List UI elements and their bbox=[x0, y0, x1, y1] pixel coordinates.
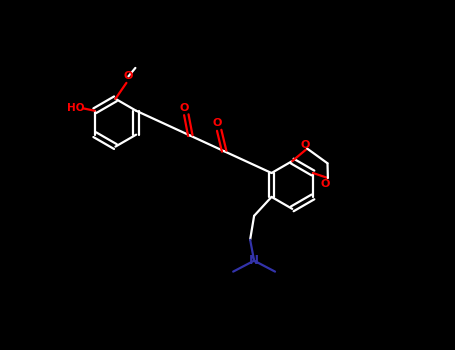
Text: O: O bbox=[179, 103, 188, 113]
Text: O: O bbox=[124, 71, 133, 82]
Text: O: O bbox=[300, 140, 309, 149]
Text: O: O bbox=[320, 179, 329, 189]
Text: N: N bbox=[249, 254, 259, 267]
Text: HO: HO bbox=[67, 103, 85, 113]
Text: O: O bbox=[212, 118, 222, 128]
